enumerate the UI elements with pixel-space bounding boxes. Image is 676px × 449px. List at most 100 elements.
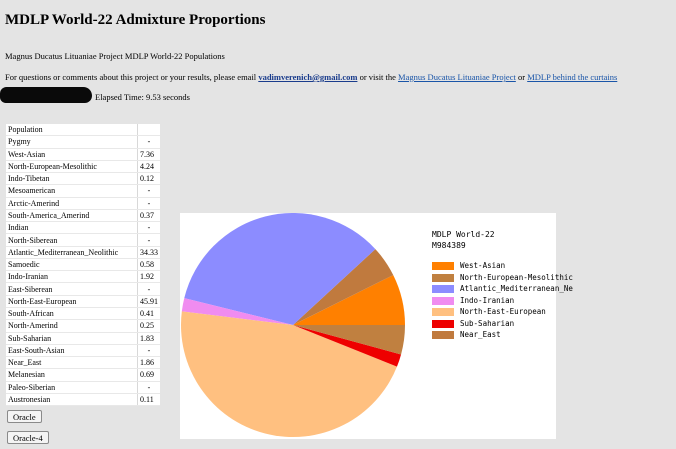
chart-title-block: MDLP World-22 M984389 (432, 229, 495, 251)
population-value: - (137, 135, 160, 149)
pie-chart (181, 213, 405, 437)
chart-title: MDLP World-22 (432, 230, 495, 239)
population-name: Paleo-Siberian (6, 381, 138, 394)
table-row: Atlantic_Mediterranean_Neolithic 34.33 (6, 246, 160, 259)
population-name: North-Siberean (6, 233, 138, 247)
table-row: North-East-European 45.91 (6, 295, 160, 308)
table-row: Paleo-Siberian - (6, 381, 160, 394)
population-name: Melanesian (6, 368, 138, 382)
population-name: North-Amerind (6, 319, 138, 333)
legend-label: North-European-Mesolithic (460, 272, 573, 282)
table-row: South-African 0.41 (6, 307, 160, 321)
table-row: South-America_Amerind 0.37 (6, 209, 160, 223)
table-row: Indian - (6, 221, 160, 235)
legend-swatch (432, 262, 454, 270)
pie-slice (181, 298, 293, 325)
legend-label: Indo-Iranian (460, 295, 515, 305)
oracle-4-button[interactable]: Oracle-4 (7, 431, 49, 444)
legend-label: West-Asian (460, 261, 506, 270)
pie-slice (293, 249, 394, 325)
table-row: Indo-Tibetan 0.12 (6, 172, 160, 186)
population-table: Population Pygmy - West-Asian 7.36 North-Eur… (6, 124, 160, 407)
table-row: Samoedic 0.58 (6, 258, 160, 272)
curtains-link[interactable]: MDLP behind the curtains (527, 72, 618, 82)
legend-swatch (432, 308, 454, 316)
page-title: MDLP World-22 Admixture Proportions (5, 12, 266, 28)
contact-line: For questions or comments about this pro… (5, 72, 617, 82)
pie-slice (184, 213, 376, 325)
population-value: 0.58 (137, 258, 160, 272)
population-name: Mesoamerican (6, 184, 138, 198)
population-name: East-Siberean (6, 282, 138, 296)
population-name: South-America_Amerind (6, 209, 138, 223)
oracle-button[interactable]: Oracle (7, 410, 42, 423)
table-row: North-Amerind 0.25 (6, 319, 160, 333)
population-name: South-African (6, 307, 138, 321)
population-value: - (137, 184, 160, 198)
admixture-chart: MDLP World-22 M984389 West-Asian North-Eu… (180, 213, 573, 439)
population-value: 0.12 (137, 172, 160, 186)
population-value: 1.86 (137, 356, 160, 370)
contact-middle: or visit the (357, 72, 399, 82)
population-value: - (137, 233, 160, 247)
population-value: 1.83 (137, 332, 160, 345)
legend-label: Atlantic_Mediterranean_Ne (460, 284, 573, 293)
email-link[interactable]: vadimverenich@gmail.com (258, 72, 358, 82)
population-value: 1.92 (137, 270, 160, 284)
table-header: Population (6, 124, 138, 137)
population-name: Indian (6, 221, 138, 235)
population-value: 45.91 (137, 295, 160, 308)
population-name: North-European-Mesolithic (6, 160, 138, 174)
elapsed-time: Elapsed Time: 9.53 seconds (95, 92, 190, 102)
table-row: Near_East 1.86 (6, 356, 160, 370)
legend-label: Near_East (460, 330, 501, 339)
table-row: Austronesian 0.11 (6, 393, 160, 407)
population-value: 7.36 (137, 148, 160, 161)
population-value: 0.41 (137, 307, 160, 321)
population-name: Indo-Iranian (6, 270, 138, 284)
table-row: East-Siberean - (6, 282, 160, 296)
population-name: East-South-Asian (6, 344, 138, 358)
table-row: Mesoamerican - (6, 184, 160, 198)
table-row: Pygmy - (6, 135, 160, 149)
population-name: Indo-Tibetan (6, 172, 138, 186)
population-name: Austronesian (6, 393, 138, 407)
pie-slice (293, 325, 402, 367)
population-name: Sub-Saharian (6, 332, 138, 345)
population-name: West-Asian (6, 148, 138, 161)
table-header-row: Population (6, 124, 160, 137)
redacted-kit-id (0, 87, 92, 103)
project-link[interactable]: Magnus Ducatus Lituaniae Project (398, 72, 516, 82)
table-row: Arctic-Amerind - (6, 197, 160, 210)
population-value: - (137, 381, 160, 394)
pie-slice (293, 275, 405, 325)
legend-swatch (432, 285, 454, 293)
table-row: West-Asian 7.36 (6, 148, 160, 161)
population-value: - (137, 197, 160, 210)
population-name: Pygmy (6, 135, 138, 149)
table-row: North-European-Mesolithic 4.24 (6, 160, 160, 174)
pie-slice (293, 325, 405, 355)
table-row: North-Siberean - (6, 233, 160, 247)
population-name: North-East-European (6, 295, 138, 308)
population-value: - (137, 282, 160, 296)
table-header-value (137, 124, 160, 137)
legend-label: North-East-European (460, 307, 546, 316)
population-value: 34.33 (137, 246, 160, 259)
table-row: East-South-Asian - (6, 344, 160, 358)
contact-or: or (515, 72, 528, 82)
population-name: Arctic-Amerind (6, 197, 138, 210)
population-value: 4.24 (137, 160, 160, 174)
population-value: - (137, 221, 160, 235)
table-row: Indo-Iranian 1.92 (6, 270, 160, 284)
population-value: - (137, 344, 160, 358)
population-name: Near_East (6, 356, 138, 370)
population-value: 0.11 (137, 393, 160, 407)
page-subtitle: Magnus Ducatus Lituaniae Project MDLP Wo… (5, 51, 225, 61)
population-value: 0.37 (137, 209, 160, 223)
population-value: 0.25 (137, 319, 160, 333)
table-row: Melanesian 0.69 (6, 368, 160, 382)
legend-swatch (432, 331, 454, 339)
population-name: Atlantic_Mediterranean_Neolithic (6, 246, 138, 259)
population-value: 0.69 (137, 368, 160, 382)
